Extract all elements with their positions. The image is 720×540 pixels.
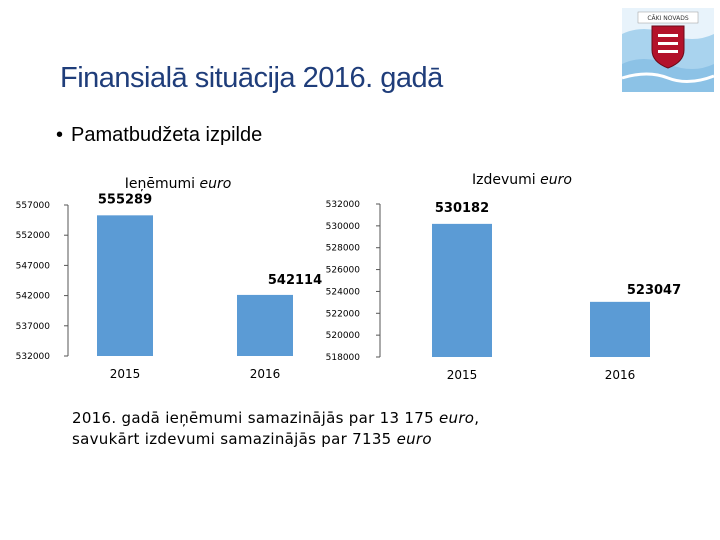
summary-line-1: 2016. gadā ieņēmumi samazinājās par 13 1… bbox=[72, 409, 480, 427]
bar-2015 bbox=[432, 223, 492, 357]
bullet-text: Pamatbudžeta izpilde bbox=[71, 124, 263, 146]
bullet-dot-icon: • bbox=[56, 124, 64, 146]
summary-text: 2016. gadā ieņēmumi samazinājās par 13 1… bbox=[72, 408, 479, 450]
expenses-chart: Izdevumi euro 532000 530000 528000 526000 52… bbox=[326, 172, 682, 382]
y-tick-label: 528000 bbox=[326, 244, 361, 254]
x-category-label: 2015 bbox=[447, 368, 478, 382]
summary-line-2: savukārt izdevumi samazinājās par 7135 e… bbox=[72, 430, 432, 448]
y-tick-label: 518000 bbox=[326, 353, 361, 363]
y-tick-label: 522000 bbox=[326, 309, 361, 319]
data-label: 530182 bbox=[435, 201, 489, 216]
bullet-item: • Pamatbudžeta izpilde bbox=[56, 124, 262, 147]
y-tick-label: 542000 bbox=[16, 292, 51, 302]
data-label: 523047 bbox=[627, 283, 681, 298]
y-tick-label: 532000 bbox=[16, 352, 51, 362]
y-tick-label: 552000 bbox=[16, 231, 51, 241]
y-tick-label: 520000 bbox=[326, 331, 361, 341]
revenue-chart-title: Ieņēmumi euro bbox=[125, 176, 232, 192]
bar-2015 bbox=[97, 215, 153, 356]
municipality-logo: CĀKI NOVADS bbox=[621, 8, 715, 92]
y-tick-label: 532000 bbox=[326, 200, 361, 210]
y-tick-label: 547000 bbox=[16, 261, 51, 271]
data-label: 555289 bbox=[98, 192, 152, 207]
y-tick-label: 526000 bbox=[326, 266, 361, 276]
expenses-chart-title: Izdevumi euro bbox=[472, 172, 572, 188]
bar-2016 bbox=[590, 301, 650, 357]
y-tick-label: 524000 bbox=[326, 287, 361, 297]
y-tick-label: 557000 bbox=[16, 201, 51, 211]
y-tick-label: 530000 bbox=[326, 222, 361, 232]
x-category-label: 2015 bbox=[110, 367, 141, 381]
logo-text: CĀKI NOVADS bbox=[647, 15, 688, 22]
x-category-label: 2016 bbox=[250, 367, 281, 381]
page-title: Finansialā situācija 2016. gadā bbox=[60, 62, 443, 94]
data-label: 542114 bbox=[268, 273, 322, 288]
bar-2016 bbox=[237, 294, 293, 356]
revenue-chart: Ieņēmumi euro 557000 552000 547000 542000 53… bbox=[16, 176, 323, 381]
y-tick-label: 537000 bbox=[16, 322, 51, 332]
charts-area: Ieņēmumi euro 557000 552000 547000 542000 53… bbox=[16, 172, 682, 382]
x-category-label: 2016 bbox=[605, 368, 636, 382]
